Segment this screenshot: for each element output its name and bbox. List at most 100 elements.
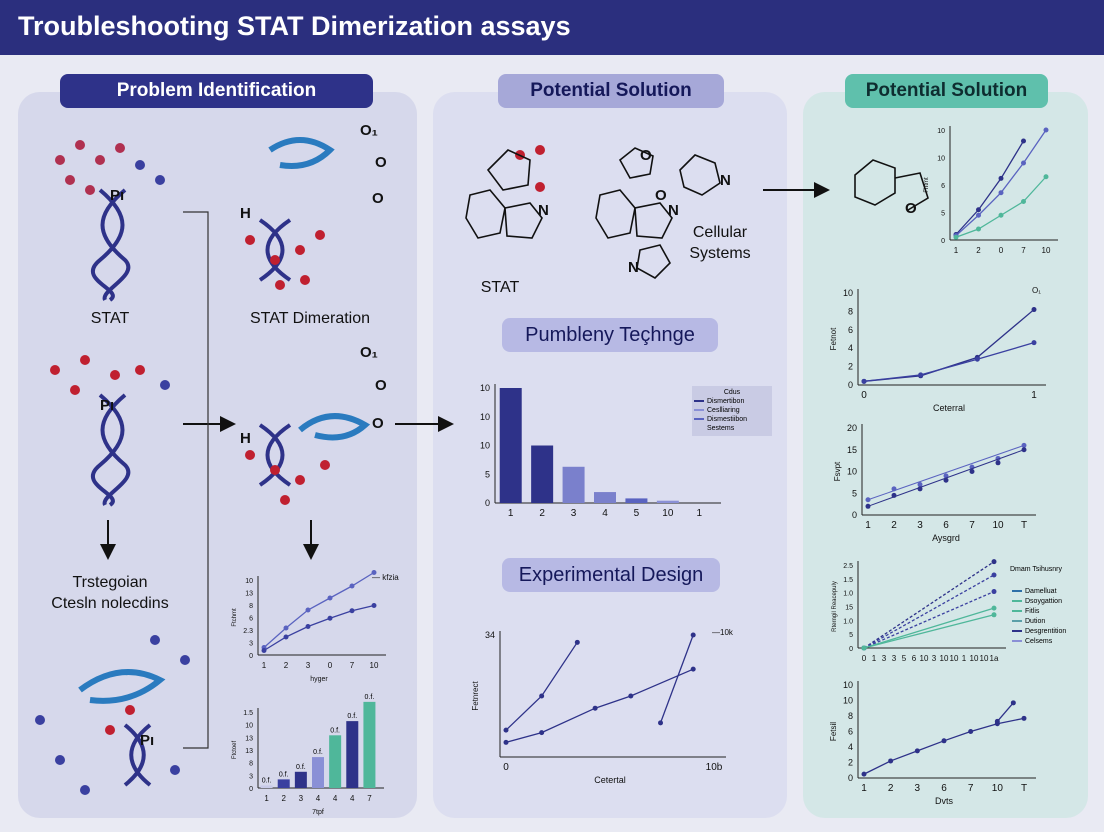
atom-label: H: [240, 430, 251, 447]
data-point: [261, 648, 267, 653]
x-tick-label: 3: [892, 654, 897, 663]
x-tick-label: 2: [976, 246, 981, 255]
data-point: [539, 693, 545, 699]
x-tick-label: 0: [861, 390, 867, 401]
y-tick-label: 10: [847, 467, 857, 477]
protein-ribbon-icon: [78, 137, 371, 704]
atom-icon: [105, 725, 115, 735]
x-tick-label: 10: [940, 654, 949, 663]
helix-icon: [90, 188, 292, 787]
data-point: [574, 639, 580, 645]
y-tick-label: 1.5: [843, 577, 853, 584]
series-line: [863, 574, 995, 649]
x-tick-label: 3: [917, 520, 923, 531]
legend-item: Celsems: [1025, 638, 1053, 645]
atom-icon: [125, 705, 135, 715]
x-tick-label: 1: [508, 508, 514, 519]
data-point: [592, 705, 598, 711]
y-tick-label: 6: [941, 183, 945, 190]
series-line: [863, 309, 1035, 382]
series-line: [659, 634, 694, 724]
systems-label: Systems: [689, 245, 751, 262]
series-line: [863, 342, 1035, 382]
legend-item: Dution: [1025, 618, 1045, 625]
x-tick-label: 3: [932, 654, 937, 663]
bar-label: 0.f.: [262, 777, 272, 784]
bar: [562, 466, 585, 503]
atom-icon: [115, 143, 125, 153]
atom-label: Pı: [140, 732, 154, 749]
x-tick-label: 7: [969, 520, 975, 531]
atom-label: N: [628, 259, 639, 276]
atom-icon: [50, 365, 60, 375]
y-tick-label: 4: [848, 343, 853, 353]
x-tick-label: 6: [943, 520, 949, 531]
data-point: [1031, 340, 1037, 346]
data-point: [943, 477, 949, 483]
x-tick-label: 3: [299, 794, 304, 803]
data-point: [1021, 715, 1027, 721]
x-tick-label: 1: [954, 246, 959, 255]
x-tick-label: 7: [1021, 246, 1026, 255]
x-tick-label: 1a: [990, 654, 999, 663]
data-point: [917, 482, 923, 488]
data-point: [327, 595, 333, 601]
y-tick-label: 0: [249, 786, 253, 793]
y-axis-label: Fetnot: [829, 327, 838, 350]
y-tick-label: 15: [847, 445, 857, 455]
y-tick-label: 8: [249, 761, 253, 768]
data-point: [976, 207, 981, 213]
x-tick-label: 2: [888, 783, 894, 794]
x-tick-label: 5: [634, 508, 640, 519]
bar: [277, 779, 290, 788]
data-point: [998, 212, 1004, 218]
x-tick-label: 7: [968, 783, 974, 794]
data-point: [1021, 442, 1027, 448]
y-tick-label: 8: [848, 306, 853, 316]
data-point: [968, 729, 974, 734]
atom-icon: [535, 145, 545, 155]
atom-label: O: [372, 415, 384, 432]
atom-icon: [135, 160, 145, 170]
x-tick-label: 3: [571, 508, 577, 519]
x-tick-label: 4: [350, 794, 355, 803]
x-tick-label: 1: [264, 794, 269, 803]
y-tick-label: 0: [941, 238, 945, 245]
y-tick-label: 0: [848, 773, 853, 783]
y-tick-label: 6: [249, 616, 253, 623]
legend-label: —10k: [712, 628, 734, 637]
x-tick-label: 10: [970, 654, 979, 663]
trend-line: [867, 444, 1025, 501]
problem-identification-title: Problem Identification: [60, 74, 373, 108]
y-tick-label: 0: [848, 380, 853, 390]
data-point: [861, 378, 867, 384]
chart-right-line-1: 1 2 0 7 10 0 5 6 10 10 Fhtmt: [924, 126, 1058, 255]
bar-label: 0.f.: [313, 749, 323, 756]
x-axis-label: Dvts: [935, 796, 954, 806]
chart-right-scatter: 1 2 3 6 7 10 T 0 5 10 15 20 Aysgrd Fsvpt: [833, 423, 1036, 543]
atom-icon: [80, 355, 90, 365]
data-point: [1031, 307, 1037, 313]
data-point: [690, 632, 696, 638]
bar-label: 0.f.: [279, 771, 289, 778]
series-line: [863, 717, 1025, 775]
x-tick-label: 10: [992, 783, 1004, 794]
y-tick-label: 2: [848, 758, 853, 768]
data-point: [283, 634, 289, 640]
data-point: [918, 372, 924, 378]
data-point: [1021, 138, 1026, 144]
y-tick-label: 34: [485, 630, 495, 640]
atom-icon: [65, 175, 75, 185]
y-tick-label: 10: [245, 723, 253, 730]
y-axis-label: Ftchmt: [232, 608, 238, 627]
data-point: [327, 615, 333, 621]
bar: [312, 757, 324, 788]
x-axis-label: 7tpf: [312, 809, 324, 816]
legend-item: Fitlis: [1025, 608, 1040, 615]
data-point: [503, 739, 509, 745]
y-tick-label: 8: [848, 711, 853, 721]
y-tick-label: 10: [480, 412, 490, 422]
atom-icon: [295, 475, 305, 485]
